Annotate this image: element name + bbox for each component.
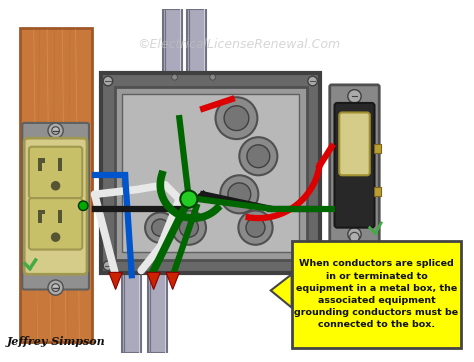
Text: When conductors are spliced
in or terminated to
equipment in a metal box, the
as: When conductors are spliced in or termin… — [294, 260, 458, 329]
Polygon shape — [166, 272, 179, 290]
Bar — [37, 158, 42, 172]
Circle shape — [220, 175, 258, 213]
Text: Jeffrey Simpson: Jeffrey Simpson — [7, 336, 106, 348]
FancyBboxPatch shape — [22, 123, 89, 290]
Circle shape — [48, 123, 63, 138]
Bar — [374, 187, 381, 196]
FancyBboxPatch shape — [29, 198, 82, 249]
FancyBboxPatch shape — [330, 85, 379, 246]
Circle shape — [348, 90, 361, 103]
Circle shape — [103, 261, 113, 270]
Circle shape — [172, 74, 177, 80]
Circle shape — [52, 284, 59, 291]
Circle shape — [224, 106, 249, 131]
Polygon shape — [271, 274, 292, 308]
Bar — [101, 73, 320, 273]
Circle shape — [79, 201, 88, 211]
Bar — [37, 210, 45, 214]
Circle shape — [52, 127, 59, 134]
Circle shape — [179, 218, 199, 237]
Bar — [187, 9, 206, 83]
Circle shape — [152, 219, 169, 236]
FancyBboxPatch shape — [29, 147, 82, 198]
Bar — [37, 210, 42, 223]
Circle shape — [145, 212, 175, 243]
Bar — [20, 28, 92, 342]
Circle shape — [239, 137, 277, 175]
Polygon shape — [109, 272, 122, 290]
Circle shape — [51, 232, 60, 242]
Bar — [57, 210, 62, 223]
Circle shape — [348, 228, 361, 241]
Bar — [148, 266, 167, 353]
Circle shape — [48, 280, 63, 295]
Bar — [163, 9, 182, 83]
Circle shape — [246, 218, 265, 237]
Bar — [122, 94, 299, 252]
Bar — [122, 266, 141, 353]
Circle shape — [216, 97, 257, 139]
Circle shape — [51, 181, 60, 190]
FancyBboxPatch shape — [292, 241, 461, 348]
Polygon shape — [147, 272, 160, 290]
Circle shape — [308, 261, 318, 270]
Circle shape — [238, 211, 273, 245]
Bar — [57, 158, 62, 172]
Bar — [374, 144, 381, 153]
Bar — [115, 87, 307, 260]
Circle shape — [308, 76, 318, 86]
FancyBboxPatch shape — [24, 138, 87, 274]
FancyBboxPatch shape — [339, 113, 370, 175]
Circle shape — [103, 76, 113, 86]
Text: ©ElectricalLicenseRenewal.Com: ©ElectricalLicenseRenewal.Com — [137, 38, 340, 51]
Circle shape — [180, 190, 198, 208]
Circle shape — [350, 232, 359, 242]
Circle shape — [228, 183, 251, 206]
Circle shape — [247, 145, 270, 168]
FancyBboxPatch shape — [335, 103, 374, 228]
Circle shape — [210, 74, 216, 80]
Bar — [37, 158, 45, 163]
Circle shape — [172, 211, 206, 245]
